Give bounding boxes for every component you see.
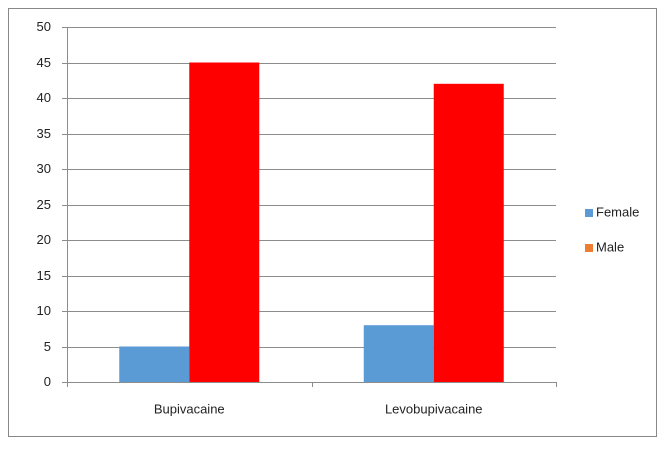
- legend-label: Male: [596, 239, 624, 254]
- legend-label: Female: [596, 204, 639, 219]
- y-tick-label: 10: [37, 303, 51, 318]
- x-tick-label: Bupivacaine: [154, 401, 225, 416]
- y-tick-label: 0: [44, 374, 51, 389]
- legend-marker: [585, 244, 593, 252]
- bar: [119, 346, 190, 382]
- x-tick-label: Levobupivacaine: [385, 401, 483, 416]
- bar: [433, 83, 504, 383]
- y-tick-label: 35: [37, 126, 51, 141]
- bar: [363, 325, 434, 382]
- y-tick-label: 40: [37, 90, 51, 105]
- y-tick-label: 45: [37, 55, 51, 70]
- y-tick-label: 5: [44, 339, 51, 354]
- y-tick-label: 30: [37, 161, 51, 176]
- bar: [189, 62, 260, 382]
- chart-border: [8, 8, 657, 437]
- legend-marker: [585, 209, 593, 217]
- y-tick-label: 20: [37, 232, 51, 247]
- y-tick-label: 25: [37, 197, 51, 212]
- y-tick-label: 50: [37, 19, 51, 34]
- y-tick-label: 15: [37, 268, 51, 283]
